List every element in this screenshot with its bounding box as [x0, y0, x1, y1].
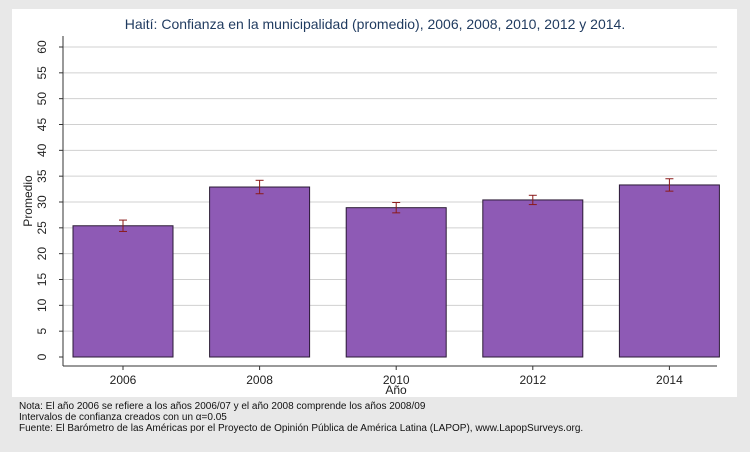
y-tick-label: 60 [35, 40, 49, 54]
x-tick-label: 2012 [519, 373, 546, 387]
x-tick-label: 2014 [656, 373, 683, 387]
y-tick-label: 25 [35, 221, 49, 235]
y-tick-label: 5 [35, 328, 49, 335]
x-tick-label: 2008 [246, 373, 273, 387]
y-tick-label: 20 [35, 247, 49, 261]
y-tick-label: 45 [35, 118, 49, 132]
note-line-3: Fuente: El Barómetro de las Américas por… [19, 423, 584, 434]
bar [345, 207, 447, 358]
bar [482, 199, 584, 358]
x-axis-title: Año [385, 383, 407, 397]
footnotes: Nota: El año 2006 se refiere a los años … [19, 401, 583, 434]
y-axis-title: Promedio [21, 175, 35, 227]
note-line-2: Intervalos de confianza creados con un α… [19, 412, 227, 423]
y-tick-label: 55 [35, 66, 49, 80]
y-tick-label: 0 [35, 353, 49, 360]
y-tick-label: 15 [35, 273, 49, 287]
bar [209, 186, 311, 358]
y-tick-label: 50 [35, 92, 49, 106]
x-tick-label: 2010 [383, 373, 410, 387]
y-tick-label: 30 [35, 195, 49, 209]
chart-title: Haití: Confianza en la municipalidad (pr… [124, 16, 626, 32]
bar [72, 225, 174, 358]
y-tick-label: 35 [35, 169, 49, 183]
bar [618, 184, 720, 358]
x-tick-label: 2006 [110, 373, 137, 387]
note-line-1: Nota: El año 2006 se refiere a los años … [19, 401, 426, 412]
y-tick-label: 10 [35, 298, 49, 312]
y-tick-label: 40 [35, 143, 49, 157]
